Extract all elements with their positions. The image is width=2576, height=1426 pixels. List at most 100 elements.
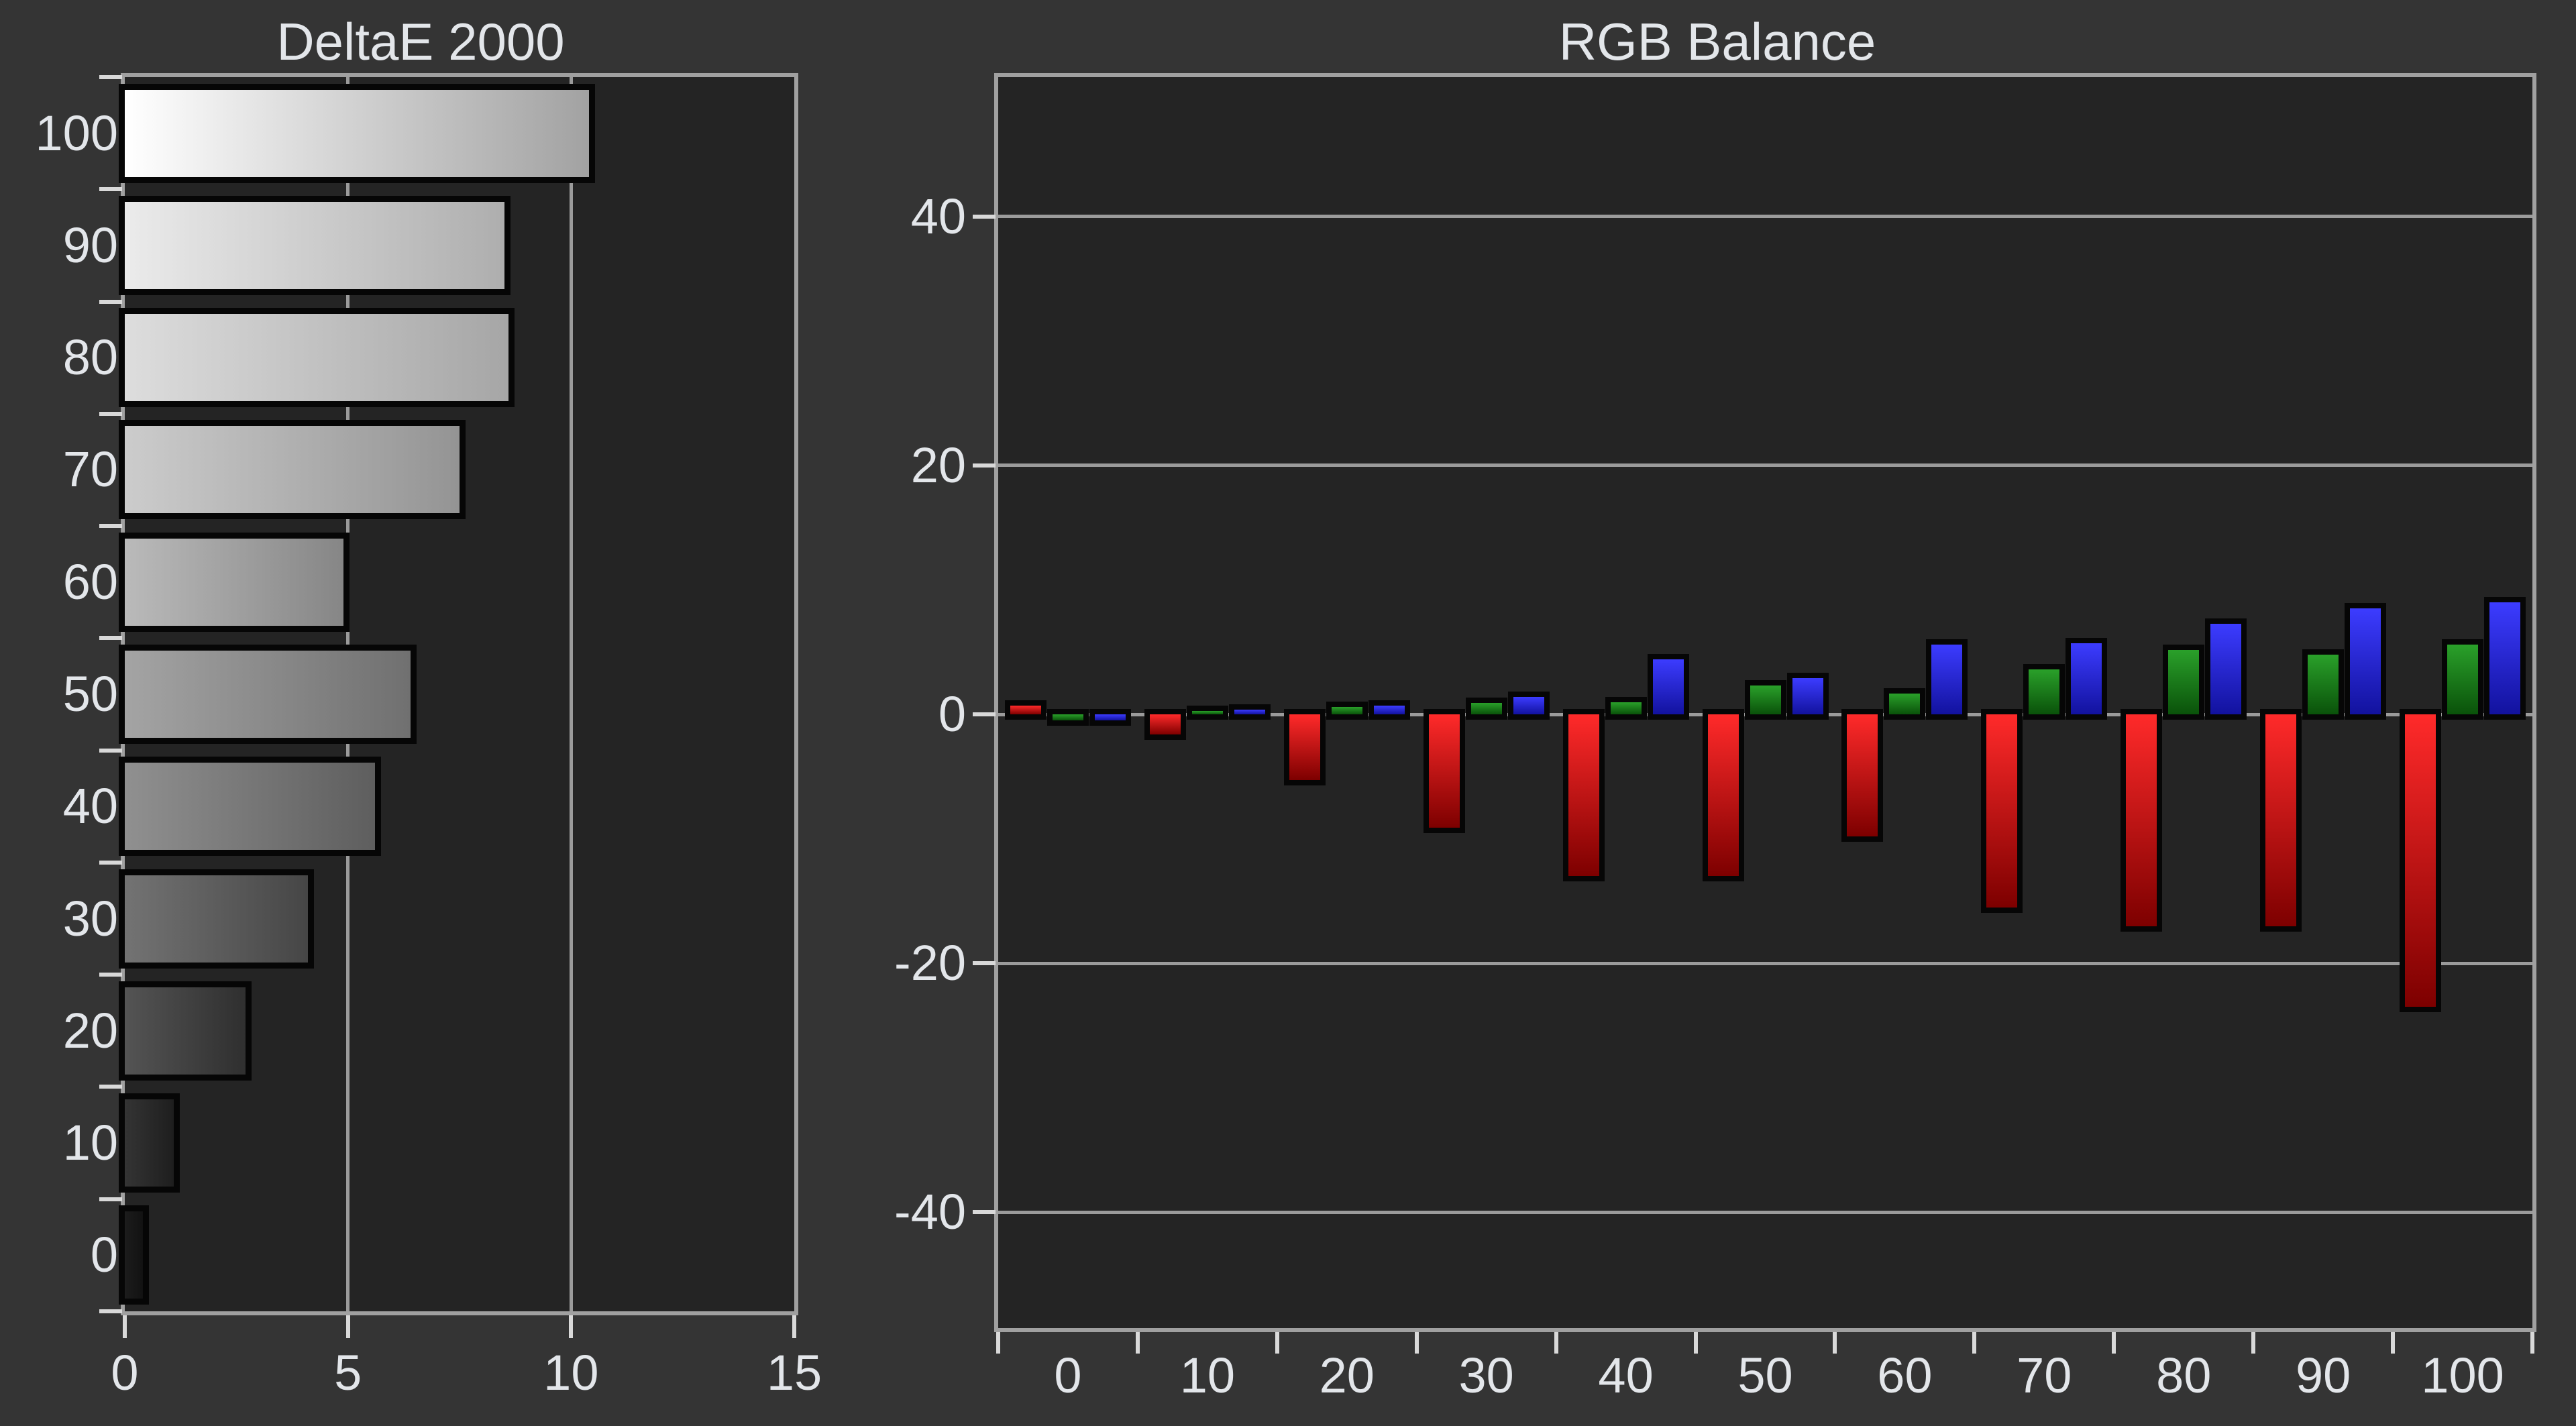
green-bar	[1326, 701, 1368, 720]
x-axis-tick	[123, 1315, 127, 1338]
green-bar	[1884, 688, 1926, 720]
y-axis-label: -20	[894, 935, 966, 991]
x-axis-tick	[1554, 1332, 1558, 1354]
x-axis-tick	[2530, 1332, 2534, 1354]
red-bar	[1283, 709, 1326, 786]
x-axis-tick	[1833, 1332, 1837, 1354]
y-axis-tick	[973, 463, 996, 468]
blue-bar	[1089, 709, 1131, 726]
green-bar	[2023, 664, 2065, 720]
blue-bar	[1786, 673, 1829, 720]
x-axis-tick	[1414, 1332, 1419, 1354]
red-bar	[2400, 709, 2442, 1013]
y-axis-label: 100	[35, 105, 118, 161]
green-bar	[2163, 644, 2205, 720]
y-axis-tick	[99, 860, 122, 865]
x-axis-label: 20	[1319, 1348, 1375, 1403]
x-axis-tick	[1135, 1332, 1140, 1354]
deltae-bar	[119, 869, 314, 969]
y-axis-label: 70	[62, 441, 118, 498]
deltae-bar	[119, 757, 381, 857]
blue-bar	[2484, 597, 2526, 720]
y-axis-label: 10	[62, 1115, 118, 1171]
y-axis-tick	[99, 1309, 122, 1313]
green-bar	[2302, 649, 2345, 720]
deltae-bar	[119, 195, 511, 295]
y-gridline	[998, 1210, 2532, 1214]
y-axis-label: 0	[90, 1227, 118, 1283]
blue-bar	[2345, 603, 2387, 720]
x-axis-tick	[792, 1315, 796, 1338]
x-axis-tick	[345, 1315, 350, 1338]
y-axis-label: 20	[910, 437, 966, 493]
y-axis-label: 20	[62, 1002, 118, 1058]
x-axis-tick	[1693, 1332, 1698, 1354]
x-axis-label: 80	[2156, 1348, 2212, 1403]
red-bar	[1702, 709, 1744, 882]
green-bar	[2442, 639, 2484, 720]
y-axis-tick	[99, 748, 122, 753]
y-axis-tick	[99, 411, 122, 416]
rgb-balance-plot-area	[994, 73, 2536, 1332]
x-axis-label: 90	[2295, 1348, 2351, 1403]
y-axis-label: 0	[938, 686, 966, 743]
green-bar	[1465, 698, 1507, 720]
red-bar	[2260, 709, 2302, 932]
x-axis-tick	[996, 1332, 1000, 1354]
y-axis-label: 40	[910, 188, 966, 244]
y-axis-tick	[973, 961, 996, 966]
blue-bar	[1368, 700, 1410, 720]
deltae-bar	[119, 1205, 149, 1305]
green-bar	[1744, 680, 1786, 720]
y-gridline	[998, 961, 2532, 965]
y-axis-label: 50	[62, 666, 118, 722]
y-axis-label: 90	[62, 217, 118, 273]
red-bar	[1981, 709, 2023, 913]
x-gridline	[569, 77, 573, 1311]
x-axis-label: 10	[543, 1345, 599, 1401]
red-bar	[1841, 709, 1884, 842]
green-bar	[1186, 705, 1228, 720]
red-bar	[1004, 700, 1046, 720]
y-axis-label: 80	[62, 329, 118, 386]
rgb-balance-chart-title: RGB Balance	[1558, 12, 1876, 71]
y-axis-label: 40	[62, 778, 118, 834]
red-bar	[1562, 709, 1605, 882]
red-bar	[1144, 709, 1186, 740]
y-axis-tick	[973, 712, 996, 717]
deltae-plot-area	[119, 73, 798, 1315]
x-axis-label: 60	[1877, 1348, 1933, 1403]
blue-bar	[1647, 654, 1689, 720]
green-bar	[1046, 709, 1089, 726]
y-axis-tick	[973, 214, 996, 219]
red-bar	[1423, 709, 1465, 833]
blue-bar	[1228, 704, 1271, 720]
x-axis-label: 40	[1598, 1348, 1654, 1403]
blue-bar	[1926, 639, 1968, 720]
x-axis-tick	[2391, 1332, 2396, 1354]
y-axis-tick	[99, 1085, 122, 1089]
deltae-bar	[119, 420, 466, 520]
x-axis-label: 5	[334, 1345, 362, 1401]
y-axis-tick	[99, 973, 122, 977]
x-axis-label: 10	[1179, 1348, 1236, 1403]
y-axis-tick	[99, 187, 122, 192]
deltae-chart-title: DeltaE 2000	[276, 12, 565, 71]
blue-bar	[2065, 638, 2108, 720]
deltae-bar	[119, 83, 595, 183]
deltae-bar	[119, 981, 252, 1081]
y-axis-tick	[99, 636, 122, 641]
x-axis-label: 15	[766, 1345, 822, 1401]
blue-bar	[1507, 692, 1550, 720]
red-bar	[2121, 709, 2163, 932]
x-axis-label: 50	[1737, 1348, 1793, 1403]
x-axis-tick	[2251, 1332, 2256, 1354]
x-axis-tick	[2112, 1332, 2116, 1354]
deltae-bar	[119, 308, 515, 408]
y-gridline	[998, 463, 2532, 468]
x-axis-label: 0	[111, 1345, 139, 1401]
blue-bar	[2205, 618, 2247, 720]
y-axis-label: 30	[62, 890, 118, 946]
deltae-bar	[119, 532, 350, 632]
